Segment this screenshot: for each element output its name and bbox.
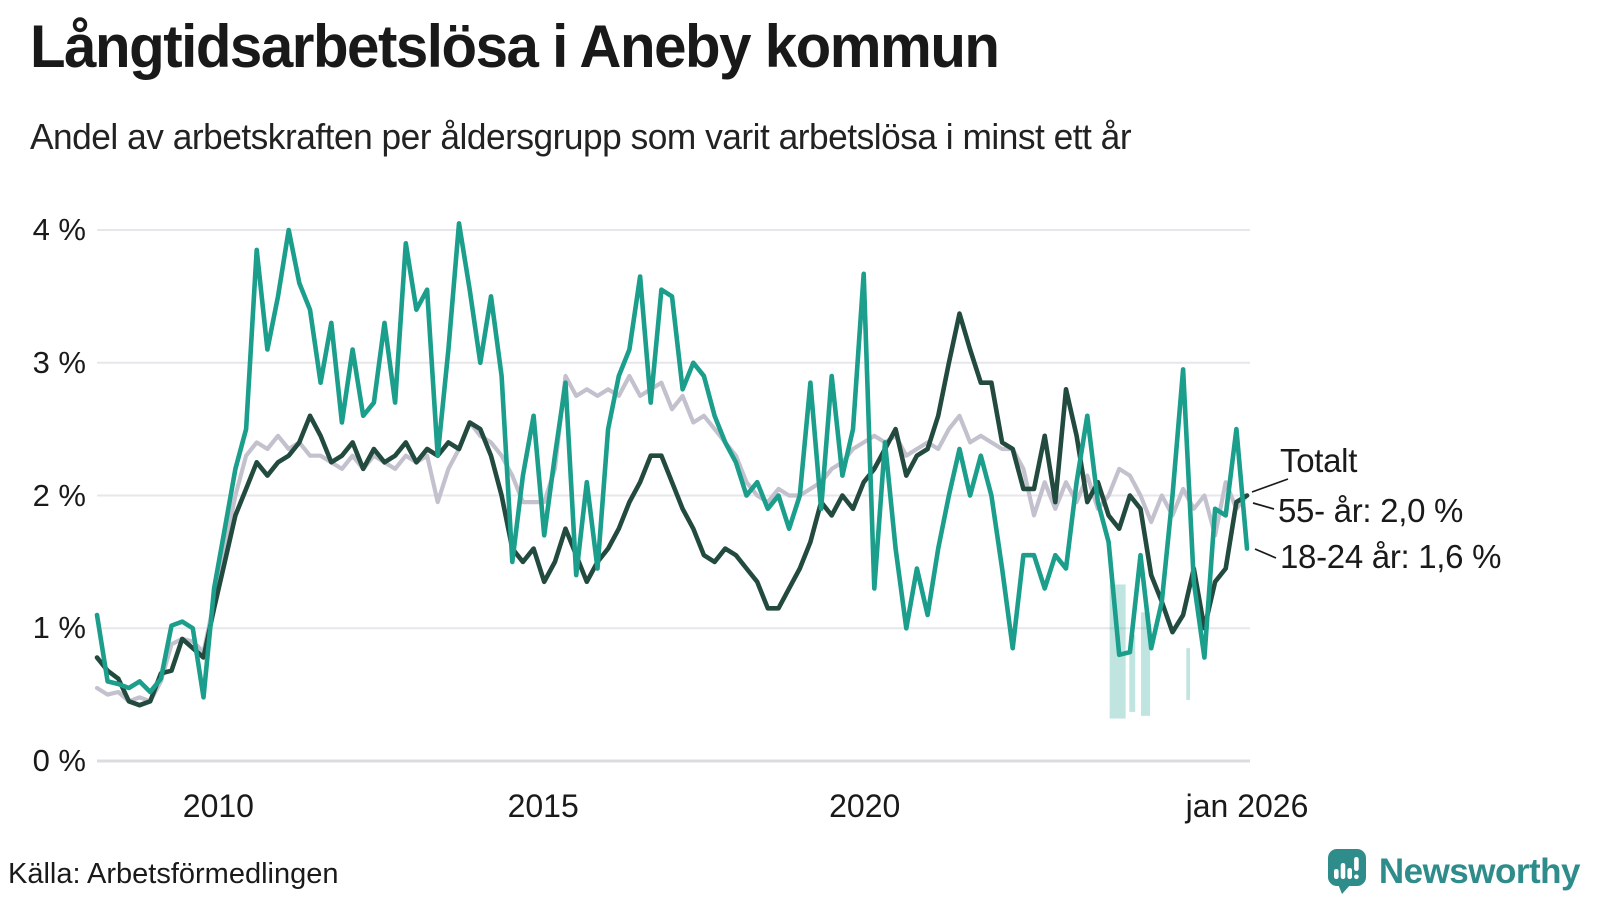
series-label-18-24-ar: 18-24 år: 1,6 % <box>1280 538 1502 575</box>
y-axis-tick-label: 3 % <box>32 344 86 380</box>
y-axis-tick-label: 4 % <box>32 212 86 247</box>
uncertainty-bar <box>1186 648 1191 700</box>
newsworthy-logo: Newsworthy <box>1327 848 1581 895</box>
connector-totalt <box>1251 478 1289 493</box>
connector-older <box>1252 502 1275 510</box>
x-axis-tick-label: 2020 <box>829 788 901 824</box>
x-axis-tick-label: jan 2026 <box>1185 788 1309 824</box>
newsworthy-bubble-icon <box>1327 849 1366 894</box>
series-line-55-r <box>94 311 1250 708</box>
source-note: Källa: Arbetsförmedlingen <box>8 858 339 890</box>
y-axis-tick-label: 1 % <box>32 610 86 646</box>
y-axis-tick-label: 2 % <box>32 477 86 513</box>
y-axis-tick-label: 0 % <box>32 743 86 778</box>
uncertainty-bar <box>1141 612 1151 716</box>
series-label-55-ar: 55- år: 2,0 % <box>1278 492 1464 529</box>
page-title: Långtidsarbetslösa i Aneby kommun <box>30 13 1000 80</box>
x-axis-tick-label: 2015 <box>507 788 579 824</box>
series-line-18-24-r <box>94 221 1250 700</box>
chart-subtitle: Andel av arbetskraften per åldersgrupp s… <box>30 116 1132 157</box>
uncertainty-bars <box>1109 584 1191 719</box>
connector-young <box>1254 548 1277 559</box>
annotation-connectors <box>1251 478 1289 559</box>
series-line-totalt <box>94 373 1250 704</box>
uncertainty-bar <box>1129 634 1136 712</box>
series-label-totalt: Totalt <box>1280 442 1358 479</box>
newsworthy-wordmark: Newsworthy <box>1378 851 1581 891</box>
x-axis-tick-label: 2010 <box>182 788 254 824</box>
data-series-lines <box>94 221 1250 708</box>
